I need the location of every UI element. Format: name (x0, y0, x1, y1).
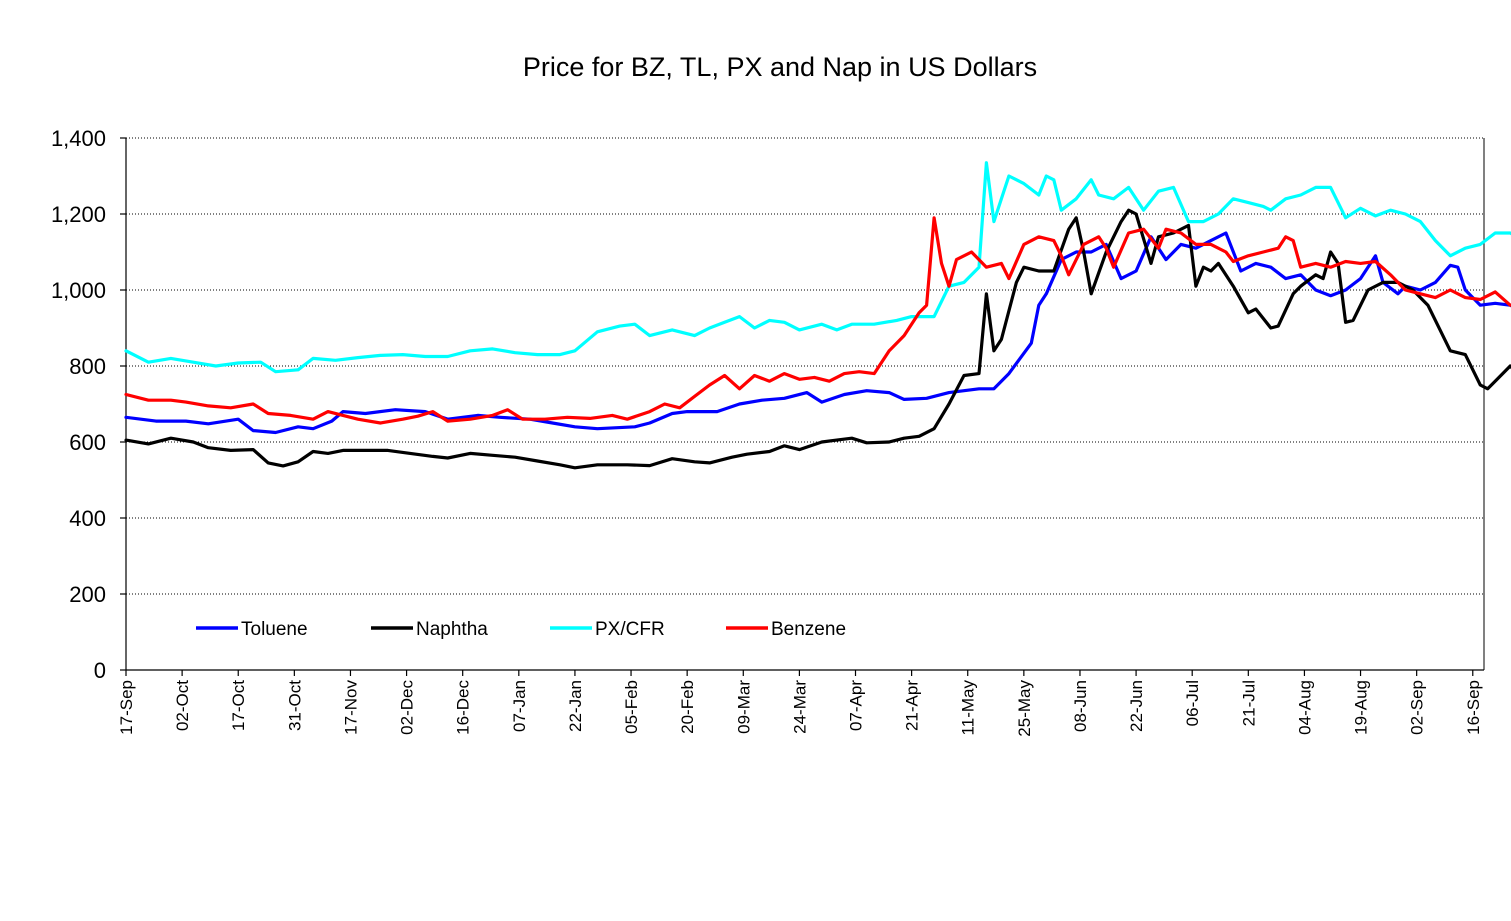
y-tick-label: 1,400 (51, 126, 106, 151)
x-tick-label: 24-Mar (790, 680, 809, 734)
x-tick-label: 17-Sep (117, 680, 136, 735)
series-line-naphtha (124, 208, 1511, 470)
x-tick-label: 21-Jul (1239, 680, 1258, 726)
x-tick-label: 08-Jun (1071, 680, 1090, 732)
y-tick-label: 200 (69, 582, 106, 607)
y-axis-ticks: 0 200 400 600 800 1,000 1,200 1,400 (51, 126, 126, 683)
y-tick-label: 800 (69, 354, 106, 379)
y-tick-label: 0 (94, 658, 106, 683)
legend-label: Naphtha (416, 619, 488, 640)
grid (126, 137, 1484, 595)
y-tick-label: 1,200 (51, 202, 106, 227)
x-tick-label: 17-Oct (229, 680, 248, 731)
series-line-toluene (124, 231, 1511, 435)
x-tick-label: 02-Dec (398, 680, 417, 735)
x-tick-label: 16-Sep (1464, 680, 1483, 735)
x-tick-label: 02-Sep (1408, 680, 1427, 735)
x-tick-label: 02-Oct (173, 680, 192, 731)
legend-label: Toluene (241, 619, 308, 640)
y-tick-label: 1,000 (51, 278, 106, 303)
x-tick-label: 11-May (959, 680, 978, 736)
x-tick-label: 19-Aug (1352, 680, 1371, 735)
axes (125, 138, 1485, 671)
series-lines (124, 161, 1511, 470)
x-tick-label: 31-Oct (285, 680, 304, 731)
x-tick-label: 22-Jan (566, 680, 585, 732)
x-tick-label: 17-Nov (341, 680, 360, 735)
y-tick-label: 600 (69, 430, 106, 455)
x-tick-label: 16-Dec (454, 680, 473, 735)
legend-label: PX/CFR (595, 619, 665, 640)
x-tick-label: 20-Feb (678, 680, 697, 734)
y-tick-label: 400 (69, 506, 106, 531)
x-tick-label: 07-Jan (510, 680, 529, 732)
series-line-benzene (124, 216, 1511, 425)
chart-title: Price for BZ, TL, PX and Nap in US Dolla… (523, 52, 1037, 82)
x-tick-label: 07-Apr (847, 680, 866, 731)
x-tick-label: 09-Mar (734, 680, 753, 734)
x-tick-label: 06-Jul (1183, 680, 1202, 726)
x-tick-label: 25-May (1015, 680, 1034, 737)
x-tick-label: 21-Apr (903, 680, 922, 731)
legend-label: Benzene (771, 619, 846, 640)
legend: Toluene Naphtha PX/CFR Benzene (196, 619, 846, 640)
series-line-px-cfr (124, 161, 1511, 374)
x-axis-ticks: 17-Sep 02-Oct 17-Oct 31-Oct 17-Nov 02-Dec 16-D… (117, 670, 1483, 737)
x-tick-label: 05-Feb (622, 680, 641, 734)
x-tick-label: 04-Aug (1295, 680, 1314, 735)
x-tick-label: 22-Jun (1127, 680, 1146, 732)
